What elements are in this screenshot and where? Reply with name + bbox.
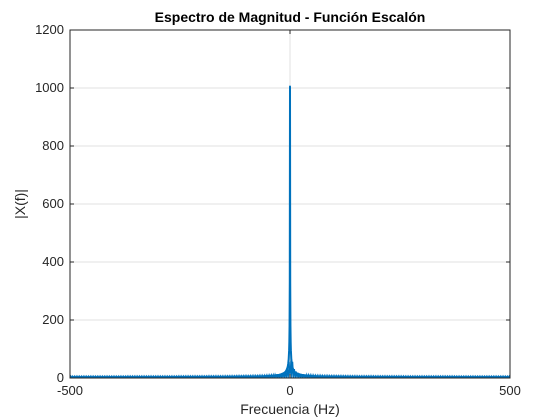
tick-marks	[69, 29, 511, 379]
x-axis-label: Frecuencia (Hz)	[240, 401, 340, 417]
series-group	[70, 85, 510, 378]
x-tick-label: 500	[499, 383, 521, 398]
y-tick-labels: 0 200 400 600 800 1000 1200	[35, 22, 64, 385]
y-tick-label: 200	[42, 312, 64, 327]
y-tick-label: 400	[42, 254, 64, 269]
series-layer	[70, 85, 510, 378]
y-tick-label: 1000	[35, 80, 64, 95]
x-tick-labels: -500 0 500	[57, 383, 521, 398]
x-tick-label: 0	[286, 383, 293, 398]
chart-title: Espectro de Magnitud - Función Escalón	[155, 9, 426, 25]
y-tick-label: 800	[42, 138, 64, 153]
series-oscillation-band-0	[70, 360, 510, 378]
y-axis-label: |X(f)|	[12, 189, 28, 219]
y-tick-label: 0	[57, 370, 64, 385]
y-tick-label: 1200	[35, 22, 64, 37]
x-tick-label: -500	[57, 383, 83, 398]
y-tick-label: 600	[42, 196, 64, 211]
